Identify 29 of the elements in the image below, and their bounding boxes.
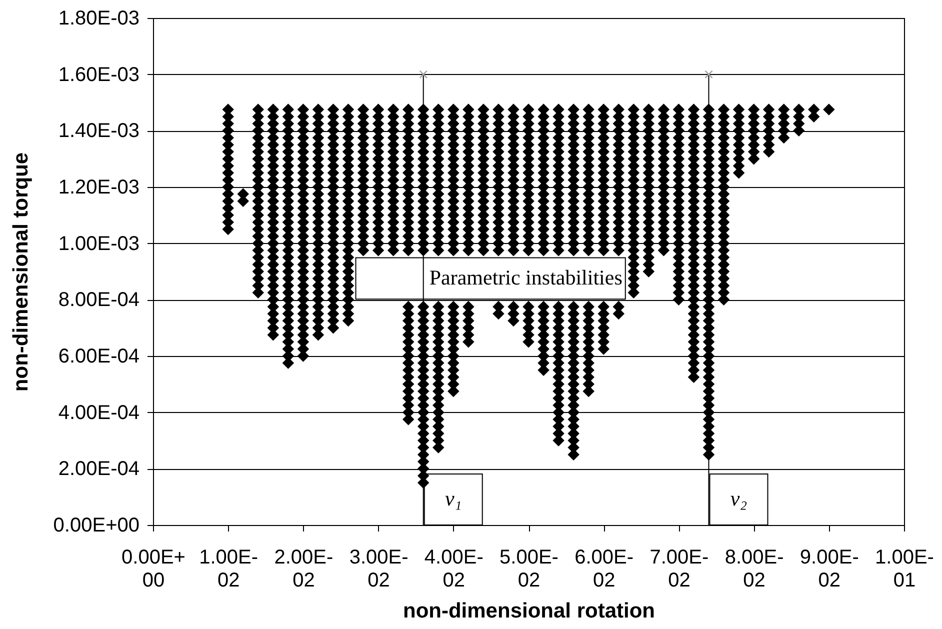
y-tick-label: 2.00E-04 [58,458,140,480]
y-tick-label: 1.00E-03 [58,232,140,255]
x-tick-label: 6.00E-02 [574,546,634,592]
point [823,104,835,116]
x-tick-label: 0.00E+00 [122,546,186,592]
x-tick-label: 8.00E-02 [724,546,784,592]
annotation: v₁ [445,486,462,510]
annotation: Parametric instabilities [429,265,622,290]
annotation: v₂ [730,486,748,510]
y-tick-label: 6.00E-04 [58,346,140,368]
x-tick-label: 1.00E-01 [875,546,934,592]
x-tick-label: 1.00E-02 [199,546,258,592]
x-tick-label: 7.00E-02 [650,546,709,592]
point [704,70,713,79]
point [419,70,428,79]
y-tick-label: 1.60E-03 [58,64,140,86]
x-tick-label: 2.00E-02 [274,546,334,592]
y-tick-label: 8.00E-04 [58,289,140,312]
y-tick-label: 1.40E-03 [58,120,140,142]
y-tick-label: 4.00E-04 [58,402,140,424]
x-tick-label: 4.00E-02 [424,546,484,592]
x-axis-title: non-dimensional rotation [403,600,655,622]
x-tick-label: 9.00E-02 [800,546,859,592]
y-tick-label: 1.20E-03 [58,176,140,198]
x-tick-label: 5.00E-02 [500,546,558,592]
y-tick-label: 1.80E-03 [58,8,140,30]
y-axis-title: non-dimensional torque [9,152,32,392]
x-tick-label: 3.00E-02 [349,546,408,592]
y-tick-label: 0.00E+00 [53,514,140,536]
